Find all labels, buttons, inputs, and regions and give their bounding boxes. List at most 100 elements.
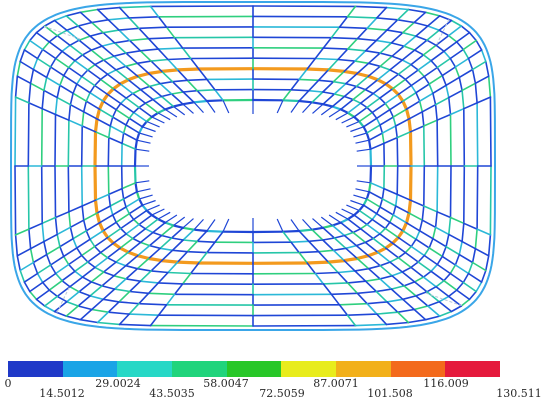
ring-member [356, 290, 378, 295]
ring-member [372, 92, 381, 99]
radial-member [94, 256, 109, 269]
radial-member [89, 35, 103, 47]
ring-member [404, 245, 413, 254]
radial-member [396, 8, 410, 21]
ring-member [150, 270, 169, 274]
radial-member [115, 251, 130, 263]
ring-member [449, 264, 457, 275]
ring-member [138, 223, 147, 230]
ring-member [337, 58, 356, 62]
inner-cantilever [173, 216, 186, 226]
ring-member [418, 219, 424, 232]
radial-member [102, 288, 116, 301]
radial-member [343, 85, 358, 98]
ring-member [74, 54, 84, 62]
stadium-roof-mesh [9, 1, 496, 331]
ring-member [375, 17, 399, 21]
radial-member [189, 57, 200, 70]
ring-member [147, 36, 176, 40]
radial-member [19, 261, 35, 272]
ring-member [356, 37, 378, 42]
compression-ring-segment [408, 130, 413, 168]
radial-member [415, 83, 431, 94]
ring-member [141, 204, 148, 212]
ring-member [136, 60, 152, 65]
ring-member [87, 63, 96, 71]
ring-member [67, 59, 76, 69]
ring-member [139, 241, 151, 247]
ring-member [364, 278, 381, 283]
radial-member [101, 45, 115, 58]
ring-member [101, 42, 116, 47]
radial-member [77, 295, 91, 307]
ring-member [410, 238, 417, 248]
radial-member [96, 205, 112, 214]
radial-member [327, 261, 339, 274]
radial-member [397, 63, 412, 75]
compression-ring-segment [160, 259, 180, 264]
ring-member [423, 75, 431, 85]
model-viewport[interactable] [0, 0, 550, 355]
ring-member [118, 301, 140, 305]
inner-cantilever [312, 218, 324, 229]
compression-ring-segment [93, 130, 98, 168]
inner-cantilever [276, 100, 284, 114]
radial-member [347, 218, 362, 230]
ring-member [368, 139, 372, 151]
ring-member [36, 272, 44, 284]
radial-member [181, 272, 192, 285]
compression-ring-segment [93, 117, 99, 134]
radial-member [384, 73, 400, 85]
ring-member [368, 181, 372, 193]
legend-swatch-0 [8, 361, 63, 377]
ring-member [455, 41, 465, 51]
radial-member [454, 57, 470, 68]
radial-member [356, 257, 370, 270]
radial-member [376, 69, 391, 81]
radial-member [410, 245, 426, 257]
ring-member [396, 165, 399, 196]
legend-swatch-8 [445, 361, 501, 377]
ring-member [157, 282, 184, 285]
inner-cantilever [353, 194, 367, 200]
ring-member [145, 115, 153, 123]
ring-member [337, 270, 356, 274]
ring-member [410, 261, 420, 269]
radial-member [69, 219, 85, 229]
radial-member [69, 103, 85, 113]
ring-member [128, 37, 150, 42]
radial-member [402, 230, 417, 241]
ring-member [159, 247, 174, 252]
ring-member [28, 82, 32, 104]
radial-member [462, 102, 478, 110]
radial-member [428, 247, 444, 258]
radial-member [462, 222, 478, 230]
ring-member [35, 25, 46, 34]
radial-member [331, 224, 346, 237]
ring-member [290, 89, 310, 92]
radial-member [415, 295, 429, 307]
ring-member [432, 226, 437, 240]
radial-member [445, 76, 461, 87]
ring-member [125, 233, 134, 240]
radial-member [66, 29, 80, 42]
radial-member [290, 241, 300, 254]
ring-member [443, 272, 452, 282]
ring-member [369, 164, 373, 184]
ring-member [125, 62, 139, 68]
ring-member [436, 66, 444, 77]
radial-member [28, 281, 44, 293]
ring-member [150, 214, 160, 221]
ring-member [78, 290, 91, 297]
ring-member [379, 65, 391, 71]
radial-member [160, 95, 175, 108]
inner-cantilever [222, 100, 230, 114]
radial-member [173, 36, 184, 49]
radial-member [369, 182, 385, 190]
radial-member [125, 254, 139, 267]
radial-member [14, 228, 30, 236]
radial-member [54, 113, 70, 121]
radial-member [356, 27, 368, 40]
ring-member [80, 69, 89, 78]
ring-member [196, 240, 216, 243]
